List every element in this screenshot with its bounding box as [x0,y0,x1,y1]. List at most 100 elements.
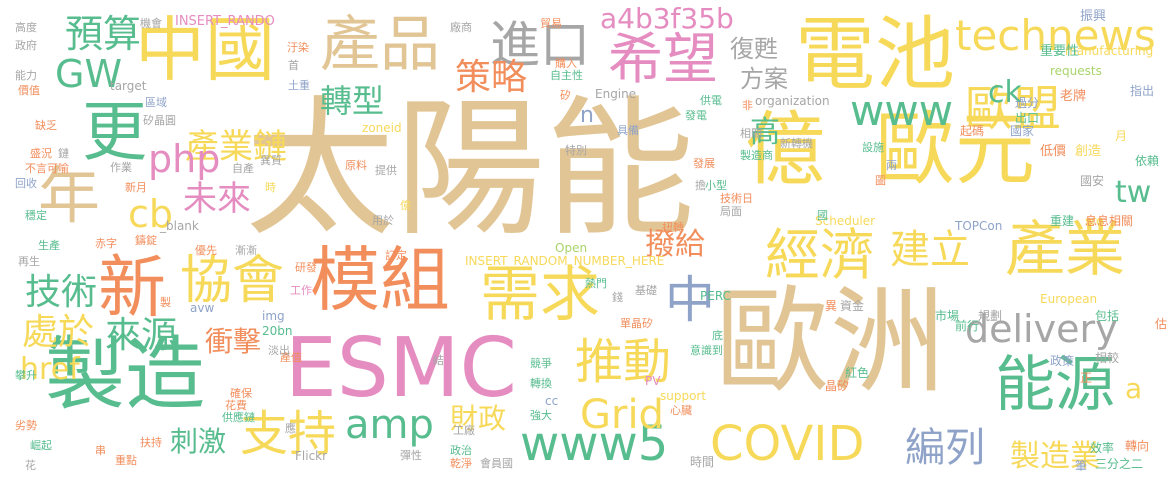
cloud-word: 經濟 [765,223,876,287]
cloud-word: 錢 [612,291,623,304]
cloud-word: 息息相關 [1085,214,1134,228]
cloud-word: 具備 [617,124,639,137]
cloud-word: 機會 [140,17,162,30]
cloud-word: 自主性 [550,69,583,82]
cloud-word: target [110,79,147,93]
cloud-word: 赤字 [95,237,117,250]
cloud-word: 鏈 [58,147,69,160]
cloud-word: 訂定 [385,249,407,262]
cloud-word: 擔 [695,179,706,192]
cloud-word: 撥給 [645,227,705,262]
cloud-word: COVID [710,416,865,472]
cloud-word: 意識到 [690,344,723,357]
cloud-word: 技術 [25,272,98,313]
cloud-word: 時間 [690,455,715,469]
cloud-word: 轉換 [530,377,552,390]
cloud-word: 不言可喻 [25,162,69,175]
cloud-word: 原料 [345,159,367,172]
cloud-word: 規劃 [978,309,1003,323]
cloud-word: 生產 [38,239,60,252]
cloud-word: TOPCon [955,219,1003,233]
cloud-word: 三分之二 [1095,457,1144,471]
cloud-word: 重建 [1050,214,1075,228]
cloud-word: 中國 [135,9,275,91]
cloud-word: 晶矽 [825,379,850,393]
cloud-word: 產業 [1005,215,1125,285]
cloud-word: a4b3f35b [600,2,734,35]
cloud-word: 歐盟 [965,81,1062,137]
cloud-word: www [850,86,954,135]
cloud-word: _blank [160,219,199,233]
cloud-word: 缺乏 [35,119,57,132]
cloud-word: 刺激 [170,425,227,458]
cloud-word: avw [190,301,215,315]
cloud-word: 未來 [183,179,251,219]
cloud-word: 更 [82,95,148,170]
cloud-word: 花費 [225,399,247,412]
cloud-word: 推動 [575,334,672,390]
cloud-word: 花 [25,459,36,472]
cloud-word: 串 [95,444,106,457]
cloud-word: 漸漸 [235,244,257,257]
cloud-word: 希望 [608,27,719,91]
cloud-word: 振興 [1080,9,1107,24]
cloud-word: 國 [817,209,828,222]
cloud-word: support [660,389,707,403]
cloud-word: 發電 [685,109,707,122]
cloud-word: 進口 [490,16,590,74]
cloud-word: 購入 [555,57,577,70]
cloud-word: Scheduler [815,214,876,228]
cloud-word: 國安 [1080,174,1105,188]
cloud-word: 盛況 [30,147,52,160]
cloud-word: 時 [265,181,276,194]
cloud-word: amp [345,402,434,448]
cloud-word: Open [555,241,588,255]
cloud-word: 市場 [935,309,960,323]
cloud-word: 回收 [15,177,37,190]
cloud-word: 歐洲 [715,275,946,409]
cloud-word: 筆 [1075,459,1088,473]
cloud-word: 能力 [15,69,37,82]
cloud-word: 貿易 [540,17,562,30]
cloud-word: 月 [1115,129,1128,143]
cloud-word: 技術日 [720,192,753,205]
cloud-word: 需求 [480,260,600,330]
cloud-word: INSERT_RANDOM_NUMBER_HERE [465,254,665,268]
cloud-word: 正 [1080,371,1093,385]
cloud-word: src [1085,214,1103,228]
cloud-word: 依賴 [1135,154,1160,168]
cloud-word: Engine [595,87,637,101]
cloud-word: 出口 [1015,111,1040,125]
cloud-word: 處於 [22,312,95,353]
cloud-word: 新月 [125,181,147,194]
cloud-word: 產品 [320,10,440,80]
cloud-word: 應 [285,422,296,435]
cloud-word: Grid [580,392,664,438]
cloud-word: 製 [160,296,171,309]
cloud-word: 億 [400,199,411,212]
cloud-word: 特別 [565,144,587,157]
cloud-word: 會員國 [480,457,513,470]
cloud-word: 研發 [295,261,317,274]
cloud-word: 底 [712,329,723,342]
cloud-word: INSERT_RANDO [175,14,275,29]
cloud-word: 政策 [1050,354,1075,368]
cloud-word: 穩定 [25,209,47,222]
cloud-word: European [1040,292,1098,306]
cloud-word: 模組 [310,239,450,321]
cloud-word: 用於 [372,214,394,227]
cloud-word: 方案 [740,65,788,93]
cloud-word: 預算 [65,12,142,56]
cloud-word: Flickr [295,449,328,463]
cloud-word: php [148,137,221,181]
cloud-word: 過分 [1015,96,1040,110]
cloud-word: 來源 [105,315,178,356]
cloud-word: 彈性 [400,449,422,462]
cloud-word: 心臟 [670,404,692,417]
cloud-word: 發展 [693,157,715,170]
cloud-word: 非 [742,99,753,112]
cloud-word: 廠商 [450,21,472,34]
cloud-word: tw [1115,175,1152,210]
cloud-word: 異質 [260,154,282,167]
